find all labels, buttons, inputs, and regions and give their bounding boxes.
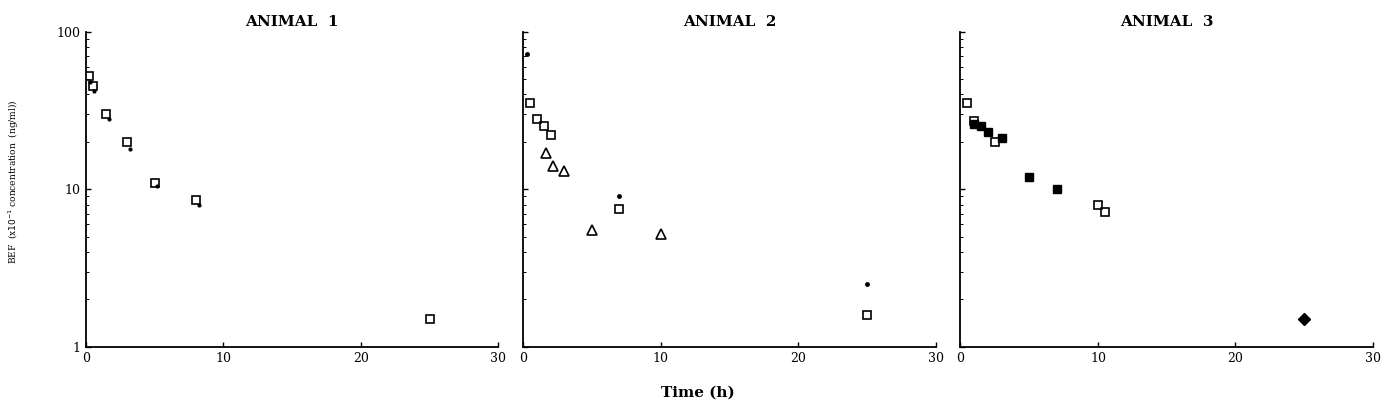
Title: ANIMAL  3: ANIMAL 3 [1120, 15, 1213, 29]
Title: ANIMAL  1: ANIMAL 1 [246, 15, 339, 29]
Title: ANIMAL  2: ANIMAL 2 [683, 15, 776, 29]
Text: Time (h): Time (h) [662, 386, 734, 400]
Text: BEF  (x$10^{-1}$ concentration  (ng/ml)): BEF (x$10^{-1}$ concentration (ng/ml)) [7, 99, 21, 264]
